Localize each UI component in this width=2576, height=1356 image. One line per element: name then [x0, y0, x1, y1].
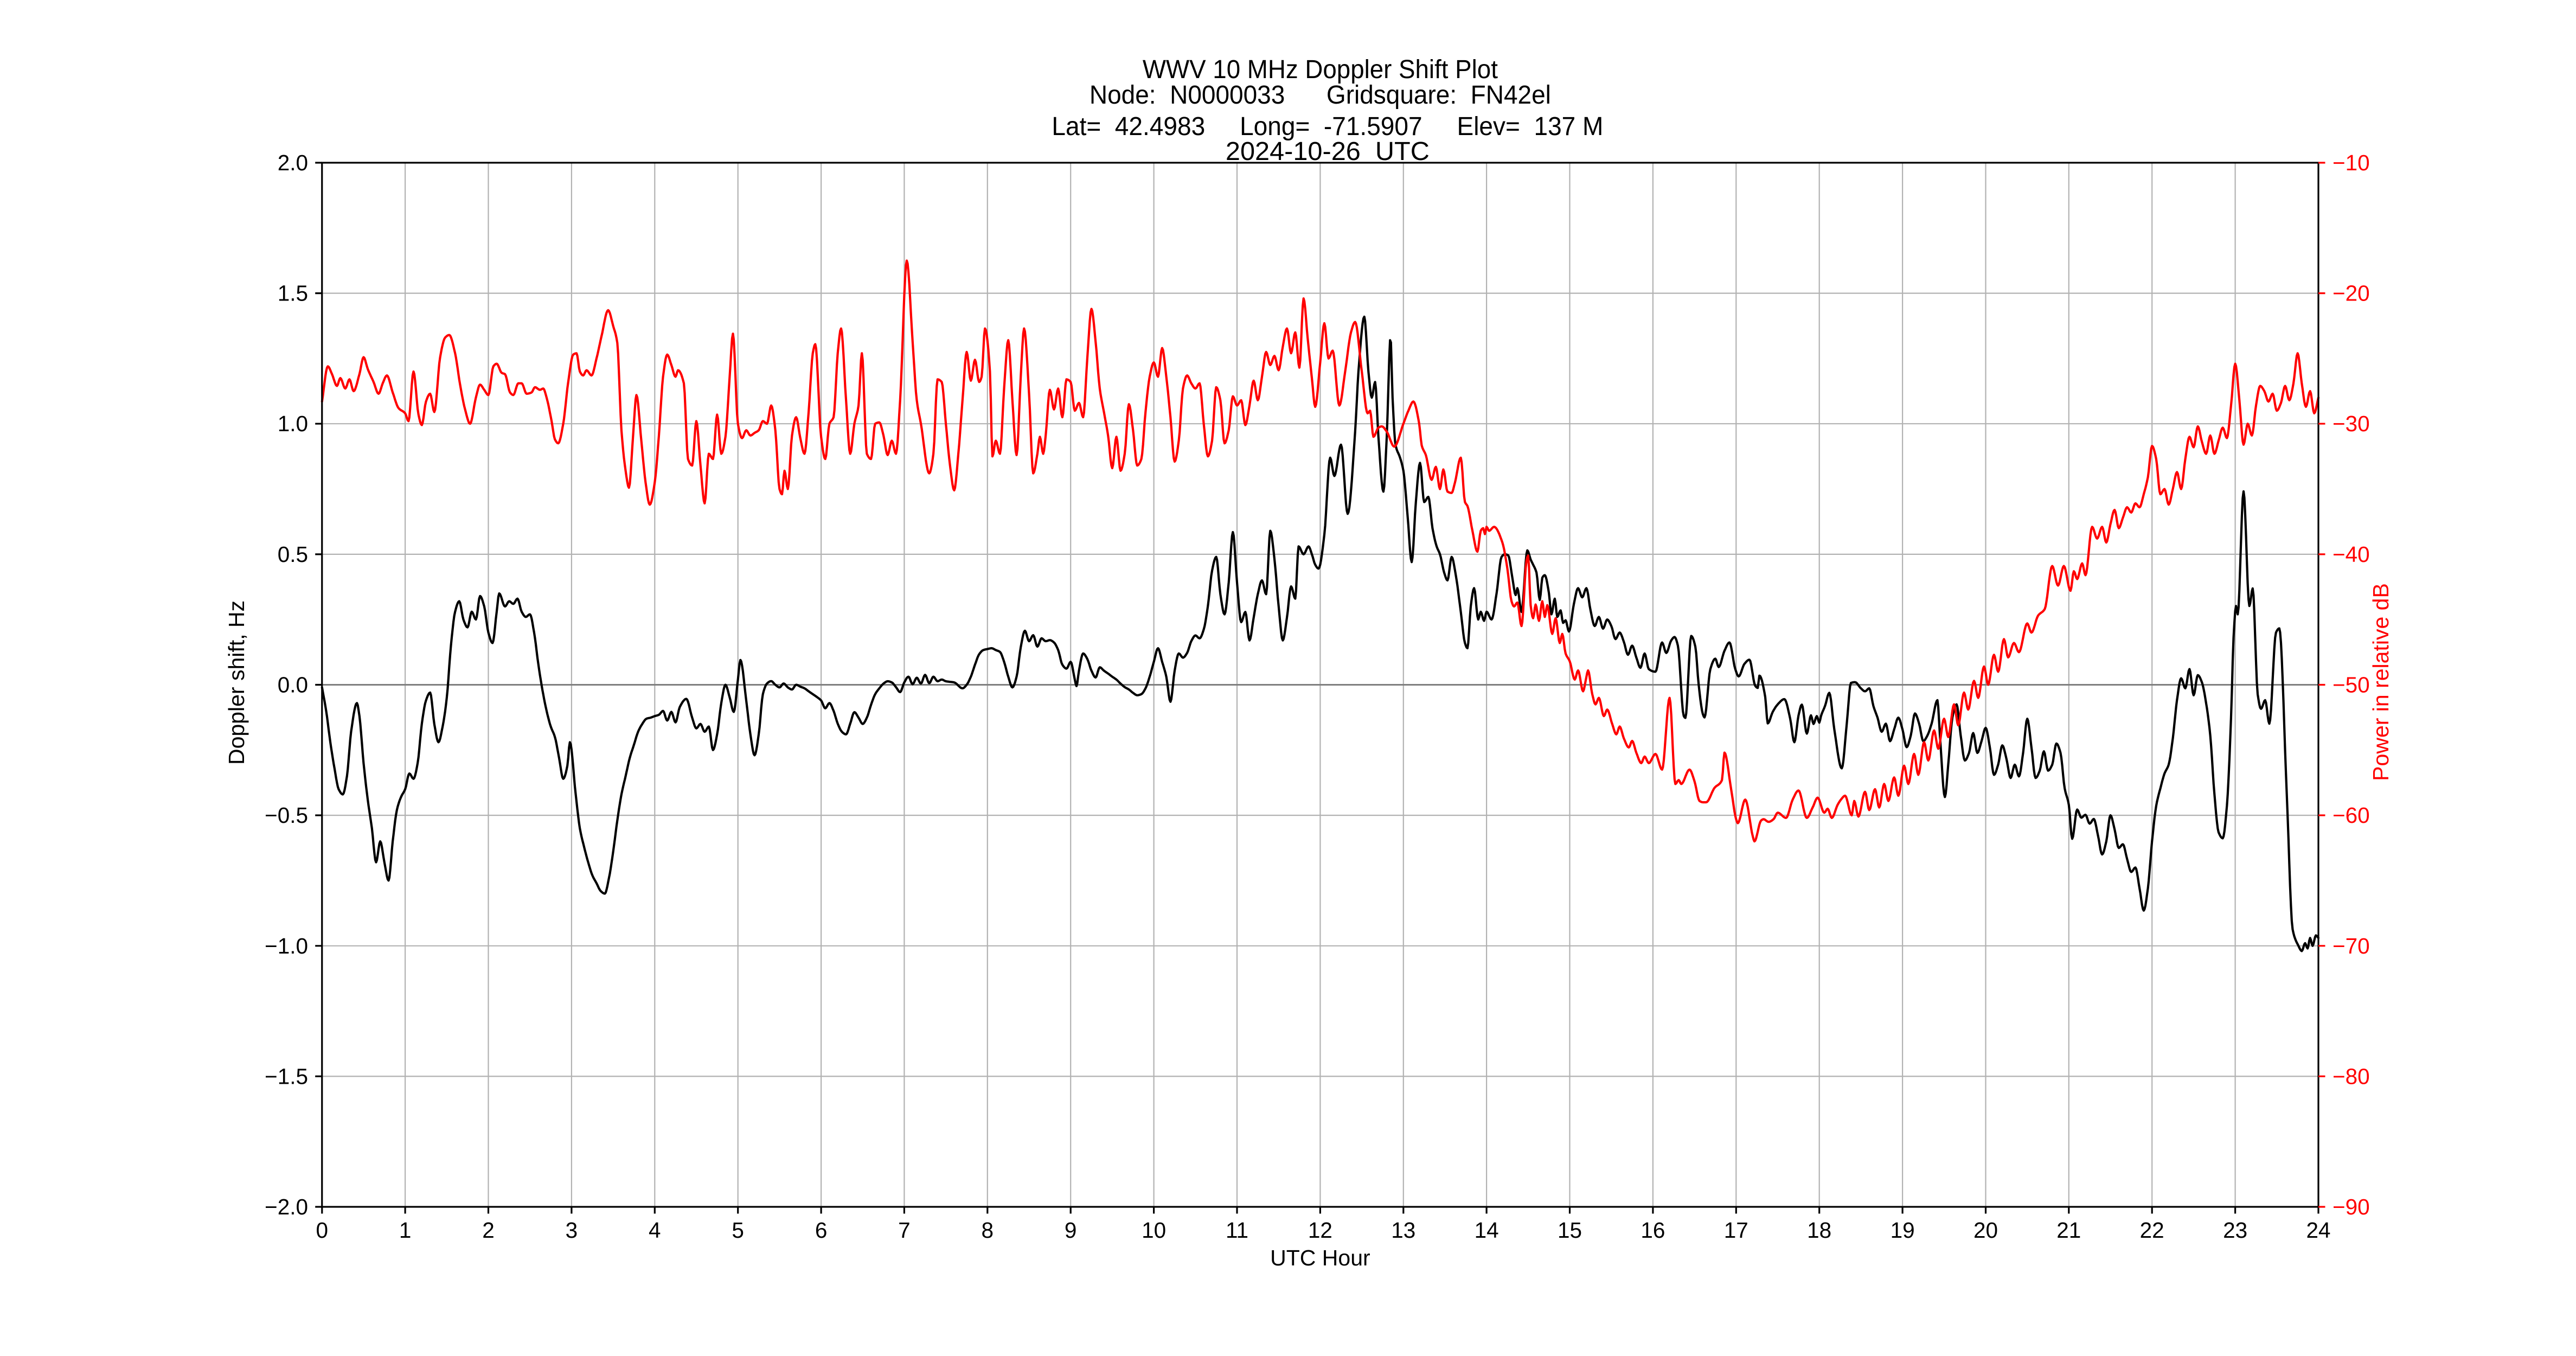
- svg-text:12: 12: [1308, 1218, 1332, 1243]
- svg-text:UTC Hour: UTC Hour: [1270, 1245, 1370, 1270]
- svg-text:WWV 10 MHz Doppler Shift Plot: WWV 10 MHz Doppler Shift Plot: [1143, 55, 1498, 84]
- svg-text:7: 7: [898, 1218, 911, 1243]
- svg-text:2: 2: [482, 1218, 495, 1243]
- svg-text:−1.0: −1.0: [265, 933, 308, 958]
- svg-text:20: 20: [1973, 1218, 1998, 1243]
- svg-text:Node: N0000033 Gridsquar: Node: N0000033 Gridsquare: FN42el: [1090, 81, 1551, 110]
- svg-text:10: 10: [1142, 1218, 1166, 1243]
- svg-text:−70: −70: [2333, 933, 2370, 958]
- svg-text:9: 9: [1065, 1218, 1077, 1243]
- svg-text:18: 18: [1807, 1218, 1831, 1243]
- svg-text:Doppler shift, Hz: Doppler shift, Hz: [224, 600, 249, 765]
- svg-text:1.5: 1.5: [278, 281, 308, 306]
- svg-text:8: 8: [982, 1218, 994, 1243]
- svg-text:−20: −20: [2333, 281, 2370, 306]
- svg-text:15: 15: [1558, 1218, 1582, 1243]
- svg-text:23: 23: [2223, 1218, 2247, 1243]
- svg-text:−10: −10: [2333, 150, 2370, 175]
- svg-text:0: 0: [316, 1218, 329, 1243]
- svg-text:3: 3: [566, 1218, 578, 1243]
- svg-text:2024-10-26 UTC: 2024-10-26 UTC: [1226, 137, 1430, 166]
- svg-text:19: 19: [1891, 1218, 1915, 1243]
- svg-text:−0.5: −0.5: [265, 803, 308, 828]
- svg-text:6: 6: [815, 1218, 828, 1243]
- svg-text:−80: −80: [2333, 1064, 2370, 1089]
- svg-text:−40: −40: [2333, 542, 2370, 567]
- svg-text:Lat= 42.4983 Long= -71.5: Lat= 42.4983 Long= -71.5907 Elev= 137 M: [1052, 112, 1603, 141]
- svg-text:−2.0: −2.0: [265, 1194, 308, 1219]
- svg-text:4: 4: [649, 1218, 661, 1243]
- svg-text:0.5: 0.5: [278, 542, 308, 567]
- svg-text:1: 1: [399, 1218, 412, 1243]
- svg-text:22: 22: [2140, 1218, 2164, 1243]
- svg-text:5: 5: [732, 1218, 744, 1243]
- svg-text:17: 17: [1724, 1218, 1748, 1243]
- svg-text:11: 11: [1226, 1218, 1248, 1243]
- svg-text:21: 21: [2056, 1218, 2081, 1243]
- svg-text:0.0: 0.0: [278, 673, 308, 698]
- svg-text:16: 16: [1641, 1218, 1665, 1243]
- svg-text:2.0: 2.0: [278, 150, 308, 175]
- svg-text:1.0: 1.0: [278, 411, 308, 436]
- svg-text:−1.5: −1.5: [265, 1064, 308, 1089]
- svg-text:−50: −50: [2333, 673, 2370, 698]
- svg-text:24: 24: [2306, 1218, 2330, 1243]
- svg-text:−90: −90: [2333, 1194, 2370, 1219]
- svg-text:Power in relative dB: Power in relative dB: [2368, 583, 2393, 781]
- svg-text:−30: −30: [2333, 411, 2370, 436]
- svg-text:13: 13: [1391, 1218, 1415, 1243]
- svg-text:14: 14: [1475, 1218, 1499, 1243]
- svg-text:−60: −60: [2333, 803, 2370, 828]
